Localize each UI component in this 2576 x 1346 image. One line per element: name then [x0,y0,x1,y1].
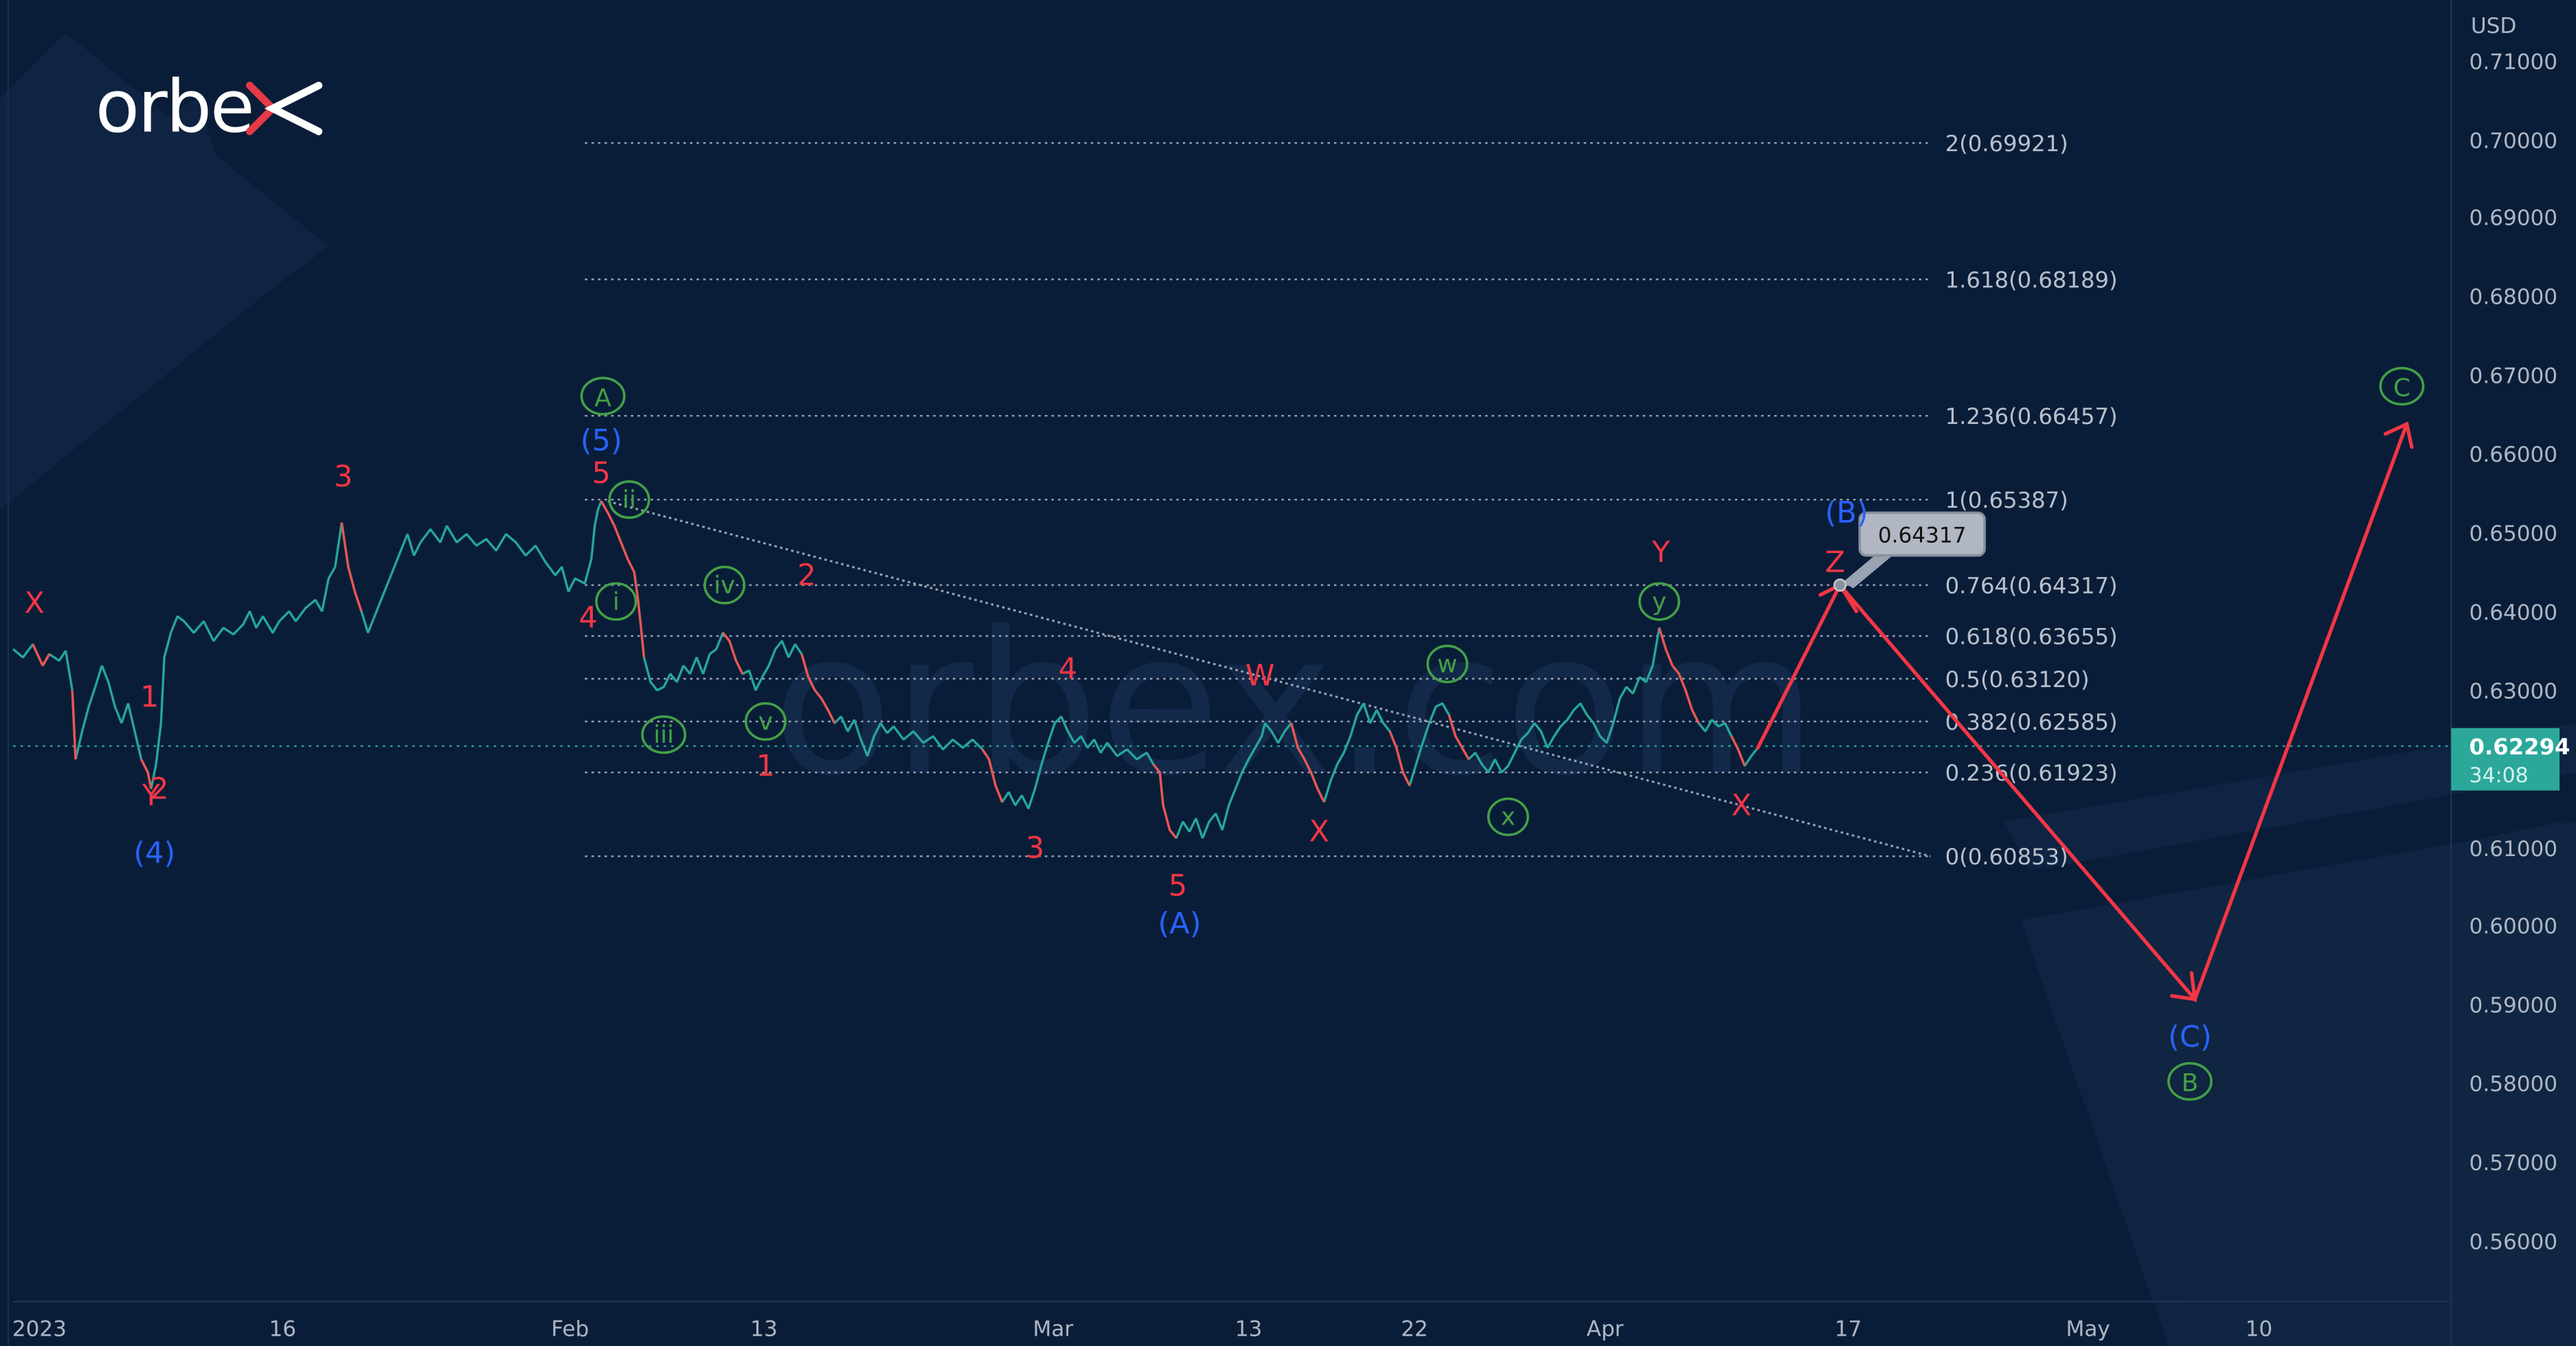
blue-wave-labels: (4) (5) (A) (B) (C) [133,423,2211,1054]
wave-circle-w: w [1426,644,1469,684]
svg-text:Y: Y [142,778,161,813]
svg-text:Apr: Apr [1587,1317,1624,1342]
svg-text:2: 2 [150,772,168,806]
svg-text:10: 10 [2246,1317,2273,1342]
trend-line[interactable] [607,500,1931,857]
current-price: 0.62294 [2470,734,2571,760]
svg-text:0.64000: 0.64000 [2470,601,2558,625]
svg-text:(A): (A) [1158,907,1201,941]
svg-text:Feb: Feb [551,1317,589,1342]
svg-text:0.56000: 0.56000 [2470,1230,2558,1255]
fib-label-0764: 0.764(0.64317) [1945,572,2118,598]
svg-text:0.70000: 0.70000 [2470,128,2558,153]
svg-text:ii: ii [622,486,636,514]
fib-label-0382: 0.382(0.62585) [1945,709,2118,735]
svg-text:0.65000: 0.65000 [2470,521,2558,546]
svg-text:2: 2 [798,559,816,593]
svg-text:(B): (B) [1825,496,1868,530]
svg-text:0.60000: 0.60000 [2470,915,2558,939]
green-wave-labels: A i ii iii iv v w x y B C [580,367,2425,1101]
svg-text:16: 16 [269,1317,297,1342]
background-decoration [0,32,2576,1346]
wave-circle-B: B [2167,1062,2213,1101]
svg-text:X: X [1309,815,1329,849]
svg-text:B: B [2182,1069,2199,1097]
svg-text:3: 3 [334,460,352,494]
bar-countdown: 34:08 [2470,764,2529,788]
wave-circle-ii: ii [608,480,651,519]
fib-label-1: 1(0.65387) [1945,487,2068,513]
wave-circle-v: v [744,702,787,741]
svg-text:Mar: Mar [1033,1317,1074,1342]
svg-text:5: 5 [1168,869,1187,904]
price-axis[interactable]: USD 0.71000 0.70000 0.69000 0.68000 0.67… [2470,14,2558,1255]
svg-text:(C): (C) [2168,1020,2212,1055]
wave-circle-iii: iii [641,715,687,754]
wave-circle-C: C [2379,367,2425,406]
wave-circle-x: x [1487,797,1529,836]
svg-text:y: y [1652,587,1667,616]
svg-text:0.57000: 0.57000 [2470,1151,2558,1176]
svg-text:2023: 2023 [12,1317,67,1342]
svg-text:Z: Z [1825,545,1845,579]
svg-text:May: May [2066,1317,2110,1342]
svg-text:i: i [613,587,620,616]
svg-text:22: 22 [1401,1317,1428,1342]
red-wave-labels: X Y 2 1 3 4 5 1 2 3 4 5 W X Y Z X [24,456,1845,903]
fib-label-1236: 1.236(0.66457) [1945,403,2118,429]
svg-text:0.59000: 0.59000 [2470,993,2558,1018]
wave-circle-i: i [595,582,637,621]
wave-circle-iv: iv [703,565,746,605]
wave-circle-A: A [580,377,626,416]
orbex-logo: orbe [95,64,323,148]
fib-label-05: 0.5(0.63120) [1945,666,2090,693]
fib-labels: 2(0.69921) 1.618(0.68189) 1.236(0.66457)… [1945,131,2118,870]
svg-text:C: C [2393,374,2410,402]
svg-text:(4): (4) [133,836,175,871]
fib-label-2: 2(0.69921) [1945,131,2068,157]
svg-text:(5): (5) [580,423,622,458]
svg-text:0.58000: 0.58000 [2470,1072,2558,1097]
svg-text:0.66000: 0.66000 [2470,442,2558,467]
svg-text:13: 13 [1235,1317,1263,1342]
svg-text:0.63000: 0.63000 [2470,680,2558,704]
fib-label-1618: 1.618(0.68189) [1945,267,2118,293]
price-series [12,500,1759,839]
svg-text:0.71000: 0.71000 [2470,49,2558,74]
svg-text:0.67000: 0.67000 [2470,363,2558,388]
fib-label-0: 0(0.60853) [1945,844,2068,870]
svg-text:17: 17 [1835,1317,1862,1342]
fib-label-0236: 0.236(0.61923) [1945,760,2118,786]
svg-text:w: w [1437,650,1457,678]
svg-text:iv: iv [714,571,735,599]
svg-text:0.69000: 0.69000 [2470,206,2558,231]
svg-text:0.68000: 0.68000 [2470,285,2558,310]
current-price-badge: 0.62294 34:08 [2451,728,2571,791]
svg-text:x: x [1501,803,1515,831]
svg-text:0.61000: 0.61000 [2470,837,2558,862]
svg-text:W: W [1245,658,1275,693]
wave-circle-y: y [1638,582,1680,621]
watermark: orbex.com [772,590,1817,819]
svg-text:1: 1 [756,749,775,783]
fib-label-0618: 0.618(0.63655) [1945,624,2118,650]
svg-text:A: A [594,384,611,412]
svg-text:v: v [758,708,773,736]
price-callout[interactable]: 0.64317 [1833,511,1986,592]
svg-text:4: 4 [1059,652,1077,686]
svg-text:4: 4 [578,601,597,636]
svg-text:13: 13 [750,1317,778,1342]
svg-text:iii: iii [653,721,674,749]
svg-text:5: 5 [592,456,611,491]
svg-text:X: X [24,586,44,620]
svg-text:1: 1 [140,680,159,715]
callout-price: 0.64317 [1878,523,1967,548]
logo-text: orbe [95,64,253,148]
time-axis[interactable]: 2023 16 Feb 13 Mar 13 22 Apr 17 May 10 [12,1317,2272,1342]
currency-label: USD [2471,14,2516,38]
svg-text:3: 3 [1026,831,1044,866]
svg-text:X: X [1731,788,1751,822]
svg-text:Y: Y [1651,535,1671,570]
